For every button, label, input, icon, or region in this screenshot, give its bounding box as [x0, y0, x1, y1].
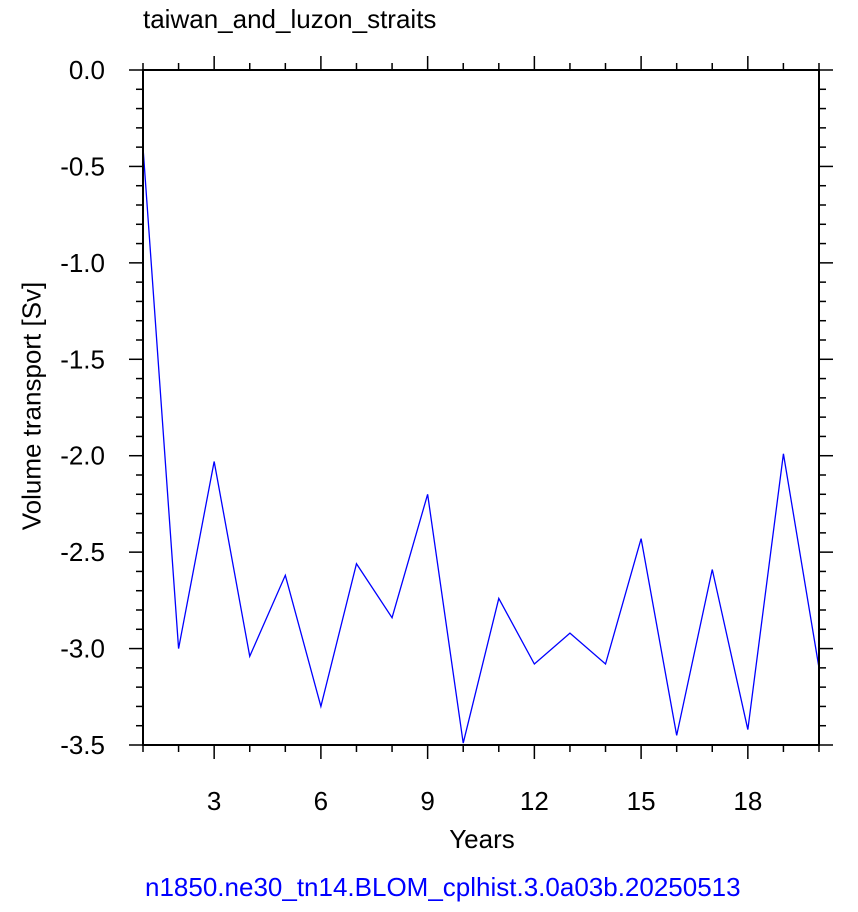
plot-frame — [142, 69, 820, 746]
x-tick-label: 9 — [420, 786, 434, 816]
chart-title: taiwan_and_luzon_straits — [143, 4, 437, 34]
x-tick-label: 18 — [733, 786, 762, 816]
axis-ticks — [129, 56, 833, 759]
y-tick-label: -1.0 — [60, 248, 105, 278]
y-tick-label: -1.5 — [60, 344, 105, 374]
x-tick-label: 15 — [627, 786, 656, 816]
y-tick-label: 0.0 — [69, 55, 105, 85]
x-tick-label: 6 — [314, 786, 328, 816]
x-axis-label: Years — [449, 824, 515, 854]
y-axis-label: Volume transport [Sv] — [16, 281, 47, 531]
series-line — [142, 147, 820, 744]
y-tick-label: -0.5 — [60, 151, 105, 181]
y-tick-label: -3.0 — [60, 634, 105, 664]
y-tick-label: -2.0 — [60, 441, 105, 471]
x-tick-label: 3 — [207, 786, 221, 816]
series-lines — [142, 147, 820, 744]
y-tick-label: -3.5 — [60, 730, 105, 760]
case-name-caption: n1850.ne30_tn14.BLOM_cplhist.3.0a03b.202… — [145, 872, 741, 902]
x-tick-label: 12 — [520, 786, 549, 816]
tick-labels: 3 6 9 12 15 18 0.0 -0.5 -1.0 -1.5 -2.0 -2.5 -3.0 -3.5 — [60, 55, 762, 816]
y-tick-label: -2.5 — [60, 537, 105, 567]
